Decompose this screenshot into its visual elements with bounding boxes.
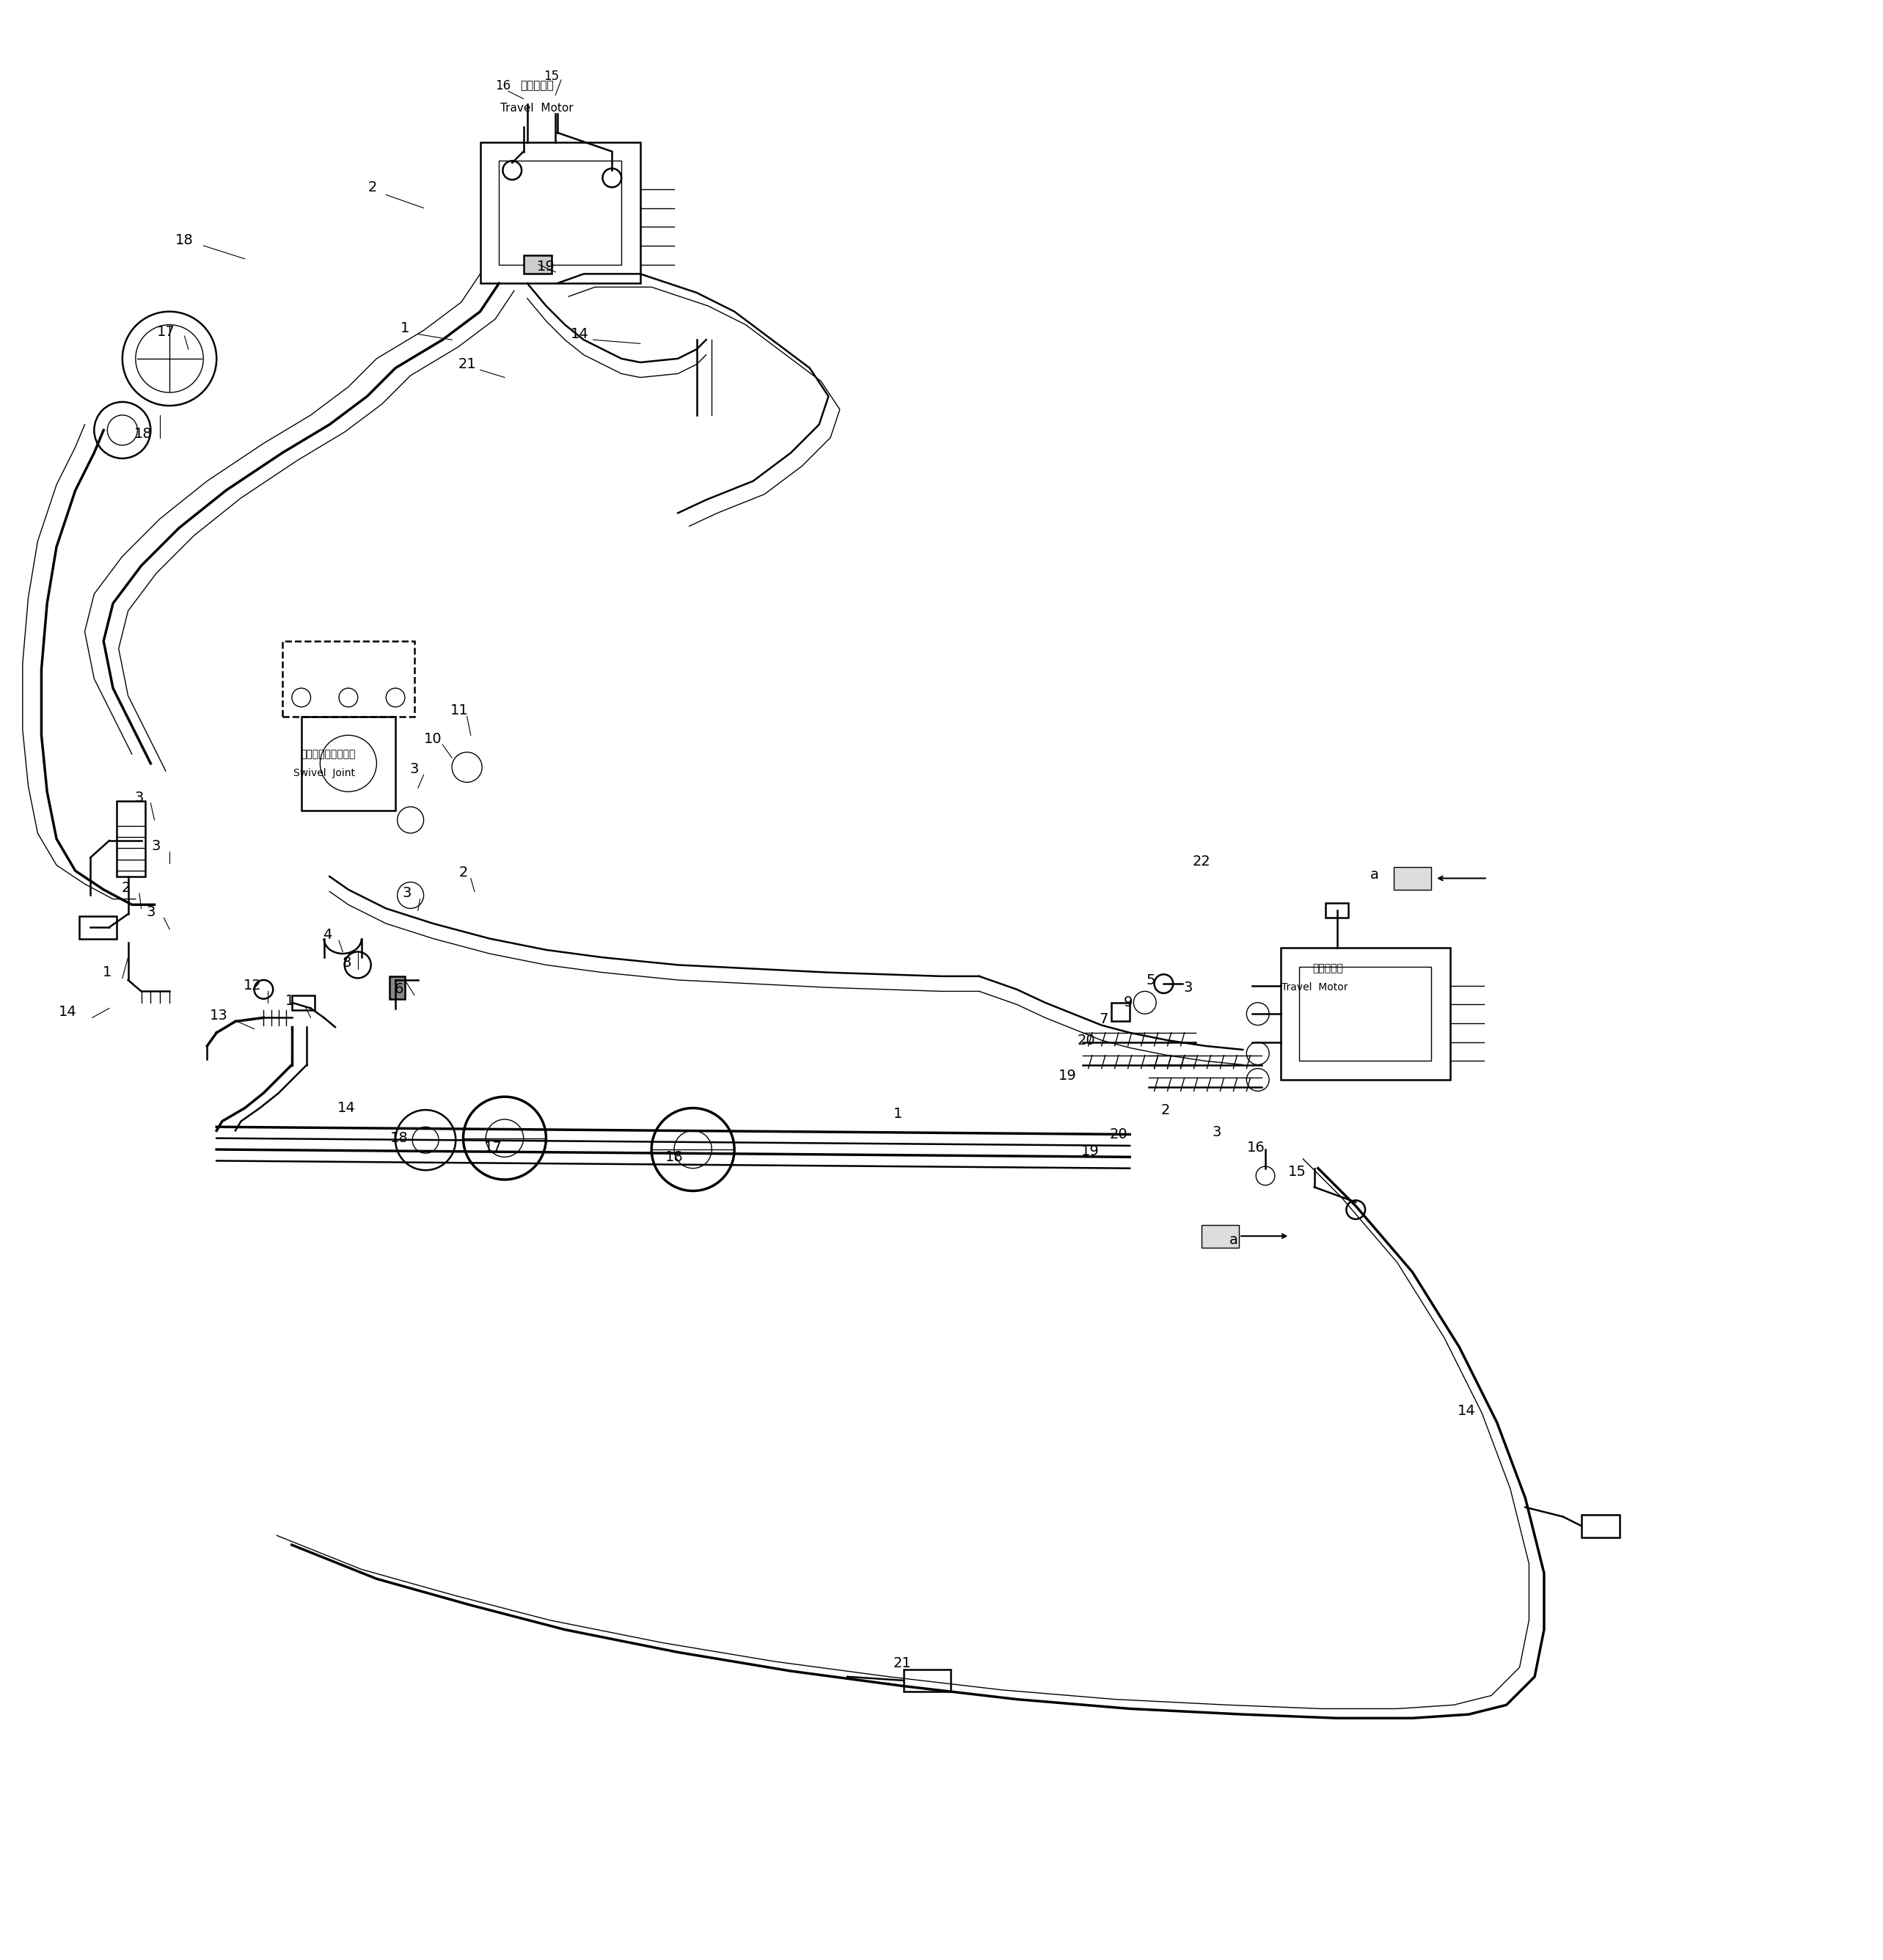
Text: 7: 7 [1100,1013,1107,1027]
Text: 19: 19 [1058,1068,1077,1084]
Text: 5: 5 [1147,972,1154,988]
Text: 14: 14 [337,1102,356,1115]
Bar [499,161,621,265]
Text: 走行モータ: 走行モータ [520,80,554,90]
Text: 14: 14 [58,1005,77,1019]
Text: 16: 16 [1247,1141,1265,1154]
Text: 21: 21 [458,357,476,370]
Text: 1: 1 [894,1107,902,1121]
Text: 18: 18 [175,233,194,247]
Bar [117,802,145,876]
Text: 2: 2 [122,880,130,894]
Text: 21: 21 [893,1656,911,1670]
Text: 2: 2 [459,866,467,880]
Text: a: a [1230,1233,1237,1247]
Text: 6: 6 [395,982,403,996]
Text: 3: 3 [153,839,160,853]
Text: 8: 8 [343,956,350,970]
Bar [390,976,405,1000]
Bar [1111,1004,1130,1021]
Text: 3: 3 [147,906,154,919]
Bar [1201,1225,1239,1247]
Text: 16: 16 [495,78,510,92]
Bar [904,1670,951,1691]
Text: a: a [1371,868,1378,882]
Bar [282,641,414,717]
Text: 18: 18 [390,1131,409,1145]
Bar [1582,1515,1619,1537]
Text: 19: 19 [1081,1145,1100,1158]
Text: 3: 3 [1213,1125,1220,1139]
Text: 13: 13 [209,1009,228,1023]
Bar [1393,866,1431,890]
Text: 1: 1 [286,994,294,1007]
Text: 3: 3 [136,790,143,804]
Text: 2: 2 [1162,1103,1169,1117]
Text: 10: 10 [424,731,443,747]
Text: 20: 20 [1077,1033,1096,1047]
Bar [301,717,395,811]
Text: 9: 9 [1124,996,1132,1009]
Text: 3: 3 [410,762,418,776]
Bar [292,996,314,1009]
Text: 17: 17 [156,325,175,339]
Text: 22: 22 [1192,855,1211,868]
Text: 18: 18 [665,1151,684,1164]
Text: 15: 15 [1288,1164,1307,1180]
Text: 3: 3 [403,886,410,900]
Text: 17: 17 [484,1141,503,1154]
Bar [1280,949,1450,1080]
Bar [1326,904,1348,917]
Text: 2: 2 [369,180,377,194]
Text: 3: 3 [1184,980,1192,994]
Text: 走行モータ: 走行モータ [1312,964,1343,974]
Text: 14: 14 [1457,1403,1476,1419]
Text: 14: 14 [571,327,589,341]
Bar [1299,966,1431,1060]
Text: スイベルジョイント: スイベルジョイント [299,749,356,759]
Text: Swivel  Joint: Swivel Joint [294,768,354,778]
Text: 18: 18 [134,427,153,441]
Text: Travel  Motor: Travel Motor [501,102,572,114]
Text: 4: 4 [324,927,331,941]
Bar [79,915,117,939]
Bar [523,255,552,274]
Text: 19: 19 [537,259,555,272]
Text: 20: 20 [1109,1127,1128,1141]
Text: 15: 15 [544,69,559,82]
Bar [480,141,640,284]
Text: 11: 11 [450,704,469,717]
Text: Travel  Motor: Travel Motor [1280,982,1348,992]
Text: 1: 1 [401,321,409,335]
Text: 12: 12 [243,978,262,992]
Text: 1: 1 [104,966,111,980]
